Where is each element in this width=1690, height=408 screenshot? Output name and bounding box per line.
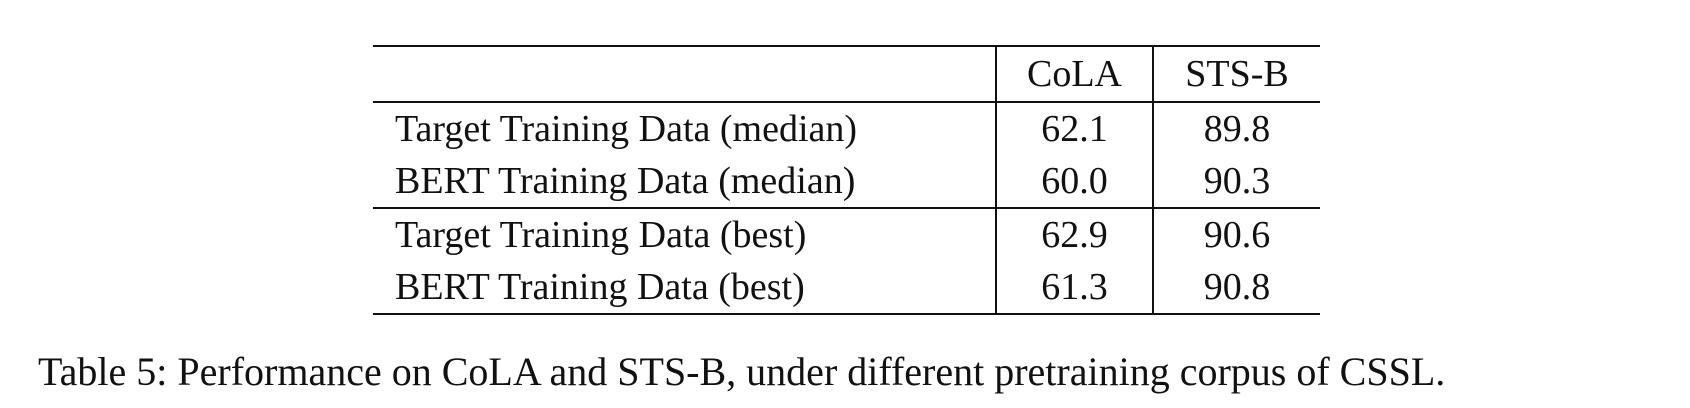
table-cell: 60.0 [996,155,1154,208]
table-body: Target Training Data (median) 62.1 89.8 BER… [373,102,1320,314]
header-row: CoLA STS-B [373,46,1320,103]
table-cell: 62.9 [996,207,1154,261]
results-table: CoLA STS-B Target Training Data (median)… [373,45,1320,315]
column-header: STS-B [1153,46,1320,103]
table-cell: 90.8 [1203,266,1271,308]
table-cell: 62.1 [996,102,1154,155]
table-row: Target Training Data (median) 62.1 89.8 [373,102,1320,155]
table-row: BERT Training Data (median) 60.0 90.3 [373,155,1320,208]
table-caption: Table 5: Performance on CoLA and STS-B, … [38,349,1446,394]
table-cell: 89.8 [1203,108,1271,150]
column-header: CoLA [996,46,1154,103]
header-corner [373,46,997,103]
table-cell: 90.3 [1203,160,1271,202]
row-label: BERT Training Data (median) [373,155,997,208]
table-row: Target Training Data (best) 62.9 90.6 [373,207,1320,261]
table-cell: 90.6 [1153,207,1320,261]
row-label: BERT Training Data (best) [373,261,997,314]
row-label: Target Training Data (median) [373,102,997,155]
row-label: Target Training Data (best) [373,207,997,261]
table-head: CoLA STS-B [373,46,1320,103]
table-cell: 61.3 [996,261,1154,314]
table-row: BERT Training Data (best) 61.3 90.8 [373,261,1320,314]
